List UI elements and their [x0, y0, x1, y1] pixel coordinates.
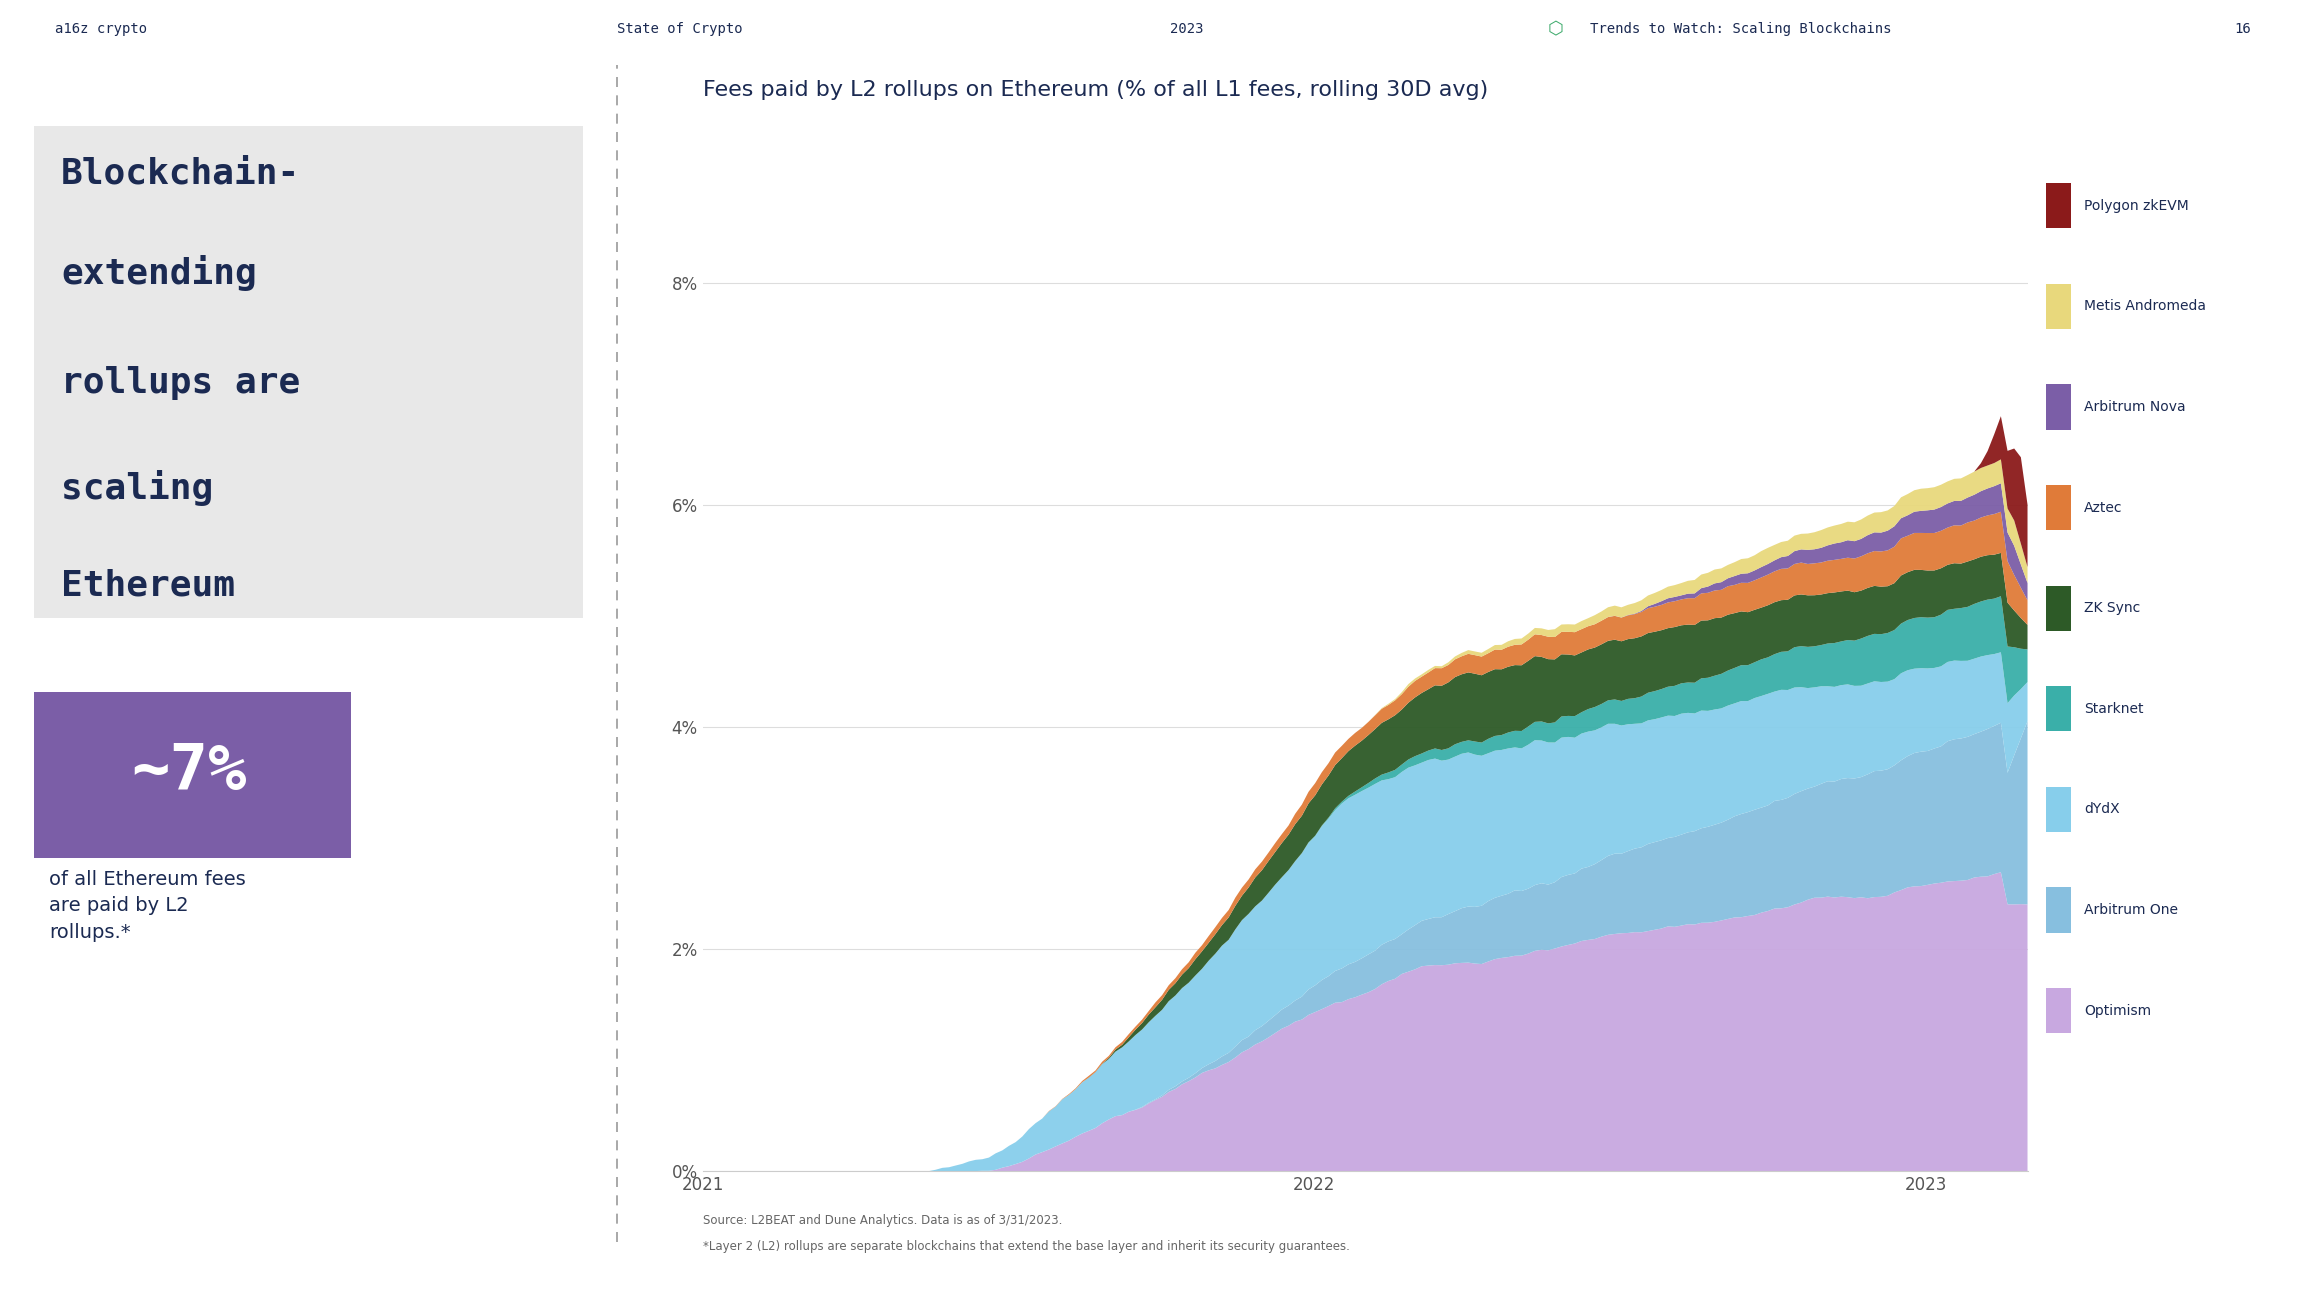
Bar [2046, 787, 2071, 832]
Bar [2046, 989, 2071, 1034]
Text: State of Crypto: State of Crypto [617, 22, 744, 36]
Bar [2046, 586, 2071, 631]
Text: Polygon zkEVM: Polygon zkEVM [2083, 198, 2189, 212]
Text: Trends to Watch: Scaling Blockchains: Trends to Watch: Scaling Blockchains [1590, 22, 1892, 36]
Text: Blockchain-: Blockchain- [62, 157, 300, 192]
Text: Ethereum: Ethereum [62, 569, 235, 603]
Text: Aztec: Aztec [2083, 501, 2122, 515]
Text: a16z crypto: a16z crypto [55, 22, 147, 36]
Text: Fees paid by L2 rollups on Ethereum (% of all L1 fees, rolling 30D avg): Fees paid by L2 rollups on Ethereum (% o… [703, 80, 1488, 100]
Text: of all Ethereum fees
are paid by L2
rollups.*: of all Ethereum fees are paid by L2 roll… [48, 870, 247, 942]
Text: 2023: 2023 [1170, 22, 1205, 36]
Bar [2046, 182, 2071, 228]
Text: Starknet: Starknet [2083, 701, 2143, 716]
Text: extending: extending [62, 255, 256, 291]
Text: scaling: scaling [62, 471, 214, 506]
Text: *Layer 2 (L2) rollups are separate blockchains that extend the base layer and in: *Layer 2 (L2) rollups are separate block… [703, 1240, 1350, 1253]
Text: ~7%: ~7% [131, 740, 247, 802]
Text: Arbitrum Nova: Arbitrum Nova [2083, 400, 2186, 414]
Bar [2046, 485, 2071, 531]
Bar [2046, 283, 2071, 329]
Bar [2046, 384, 2071, 430]
Text: 16: 16 [2235, 22, 2251, 36]
Bar [35, 127, 583, 619]
Bar [2046, 888, 2071, 933]
Text: Metis Andromeda: Metis Andromeda [2083, 299, 2205, 313]
Text: Optimism: Optimism [2083, 1004, 2152, 1018]
Text: ZK Sync: ZK Sync [2083, 602, 2140, 615]
Text: Arbitrum One: Arbitrum One [2083, 903, 2177, 917]
Text: ⬡: ⬡ [1548, 21, 1562, 38]
Text: rollups are: rollups are [62, 366, 300, 400]
Bar [35, 691, 350, 858]
Bar [2046, 686, 2071, 731]
Text: dYdX: dYdX [2083, 802, 2120, 817]
Text: Source: L2BEAT and Dune Analytics. Data is as of 3/31/2023.: Source: L2BEAT and Dune Analytics. Data … [703, 1214, 1062, 1227]
